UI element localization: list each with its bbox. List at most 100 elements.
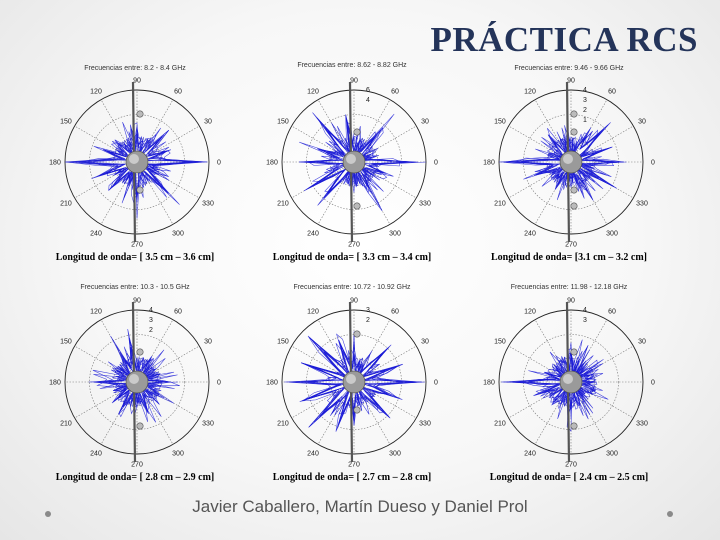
grid-spoke (136, 161, 174, 225)
angle-label: 210 (60, 201, 72, 208)
angle-label: 330 (636, 421, 648, 428)
target-model-icon (342, 301, 366, 463)
polar-plot-2: Frecuencias entre: 8.62 - 8.82 GHz 90 60 3… (262, 62, 442, 282)
polar-plot-5: Frecuencias entre: 10.72 - 10.92 GHz 90 6… (262, 282, 442, 502)
radial-scale-label: 2 (583, 107, 587, 114)
angle-label: 0 (434, 380, 438, 387)
angle-label: 240 (307, 231, 319, 238)
nav-next-dot[interactable] (667, 511, 673, 517)
slide-title: PRÁCTICA RCS (430, 20, 698, 59)
polar-plot-6: Frecuencias entre: 11.98 - 12.18 GHz 90 6… (479, 282, 659, 502)
radial-scale-label: 4 (583, 307, 587, 314)
angle-label: 0 (434, 160, 438, 167)
angle-label: 90 (133, 298, 141, 305)
rcs-trace (70, 122, 192, 198)
radial-scale-label: 3 (366, 307, 370, 314)
angle-label: 330 (202, 421, 214, 428)
rcs-trace (93, 338, 163, 413)
angle-label: 30 (638, 339, 646, 346)
angle-label: 60 (174, 308, 182, 315)
angle-label: 300 (606, 451, 618, 458)
angle-label: 60 (391, 308, 399, 315)
rcs-trace (521, 131, 616, 192)
angle-label: 30 (421, 119, 429, 126)
angle-label: 270 (348, 462, 360, 469)
rcs-trace (516, 355, 598, 420)
rcs-trace (305, 117, 415, 195)
angle-label: 300 (606, 231, 618, 238)
angle-label: 90 (567, 298, 575, 305)
angle-label: 0 (217, 160, 221, 167)
polar-plot-4: Frecuencias entre: 10.3 - 10.5 GHz 90 60 3… (45, 282, 225, 502)
radial-scale-label: 1 (583, 117, 587, 124)
angle-label: 270 (348, 242, 360, 249)
grid-circle (64, 309, 210, 455)
frequency-label: Frecuencias entre: 10.72 - 10.92 GHz (293, 284, 411, 291)
radial-scale-label: 3 (583, 317, 587, 324)
rcs-trace (108, 335, 175, 408)
rcs-trace (300, 343, 417, 430)
grid-spoke (534, 99, 572, 163)
angle-label: 210 (494, 421, 506, 428)
wavelength-caption: Longitud de onda= [ 3.3 cm – 3.4 cm] (272, 252, 432, 263)
frequency-label: Frecuencias entre: 8.2 - 8.4 GHz (84, 65, 186, 72)
angle-label: 180 (483, 160, 495, 167)
grid-spoke (534, 161, 572, 225)
polar-plot-1: Frecuencias entre: 8.2 - 8.4 GHz 90 60 30 0… (45, 62, 225, 282)
angle-label: 60 (608, 88, 616, 95)
grid-spoke (317, 99, 355, 163)
angle-label: 180 (266, 160, 278, 167)
angle-label: 330 (419, 421, 431, 428)
rcs-trace (93, 347, 175, 415)
angle-label: 120 (524, 88, 536, 95)
wavelength-caption: Longitud de onda= [ 2.8 cm – 2.9 cm] (55, 472, 215, 483)
angle-label: 240 (307, 451, 319, 458)
angle-label: 240 (90, 231, 102, 238)
angle-label: 150 (494, 119, 506, 126)
radial-scale-label: 4 (366, 97, 370, 104)
rcs-trace (498, 127, 624, 192)
angle-label: 300 (389, 451, 401, 458)
angle-label: 120 (90, 88, 102, 95)
target-model-icon (125, 301, 149, 463)
authors-footer: Javier Caballero, Martín Dueso y Daniel … (192, 497, 528, 516)
radial-scale-label: 3 (583, 97, 587, 104)
frequency-label: Frecuencias entre: 9.46 - 9.66 GHz (514, 65, 624, 72)
grid-circle (523, 334, 619, 430)
radial-scale-label: 4 (583, 87, 587, 94)
angle-label: 300 (389, 231, 401, 238)
angle-label: 150 (277, 119, 289, 126)
rcs-trace (515, 127, 624, 191)
angle-label: 30 (204, 119, 212, 126)
angle-label: 270 (131, 462, 143, 469)
angle-label: 120 (90, 308, 102, 315)
angle-label: 240 (524, 451, 536, 458)
radial-scale-label: 6 (366, 87, 370, 94)
angle-label: 120 (307, 308, 319, 315)
grid-circle (306, 114, 402, 210)
frequency-label: Frecuencias entre: 11.98 - 12.18 GHz (510, 284, 628, 291)
angle-label: 120 (524, 308, 536, 315)
radial-scale-label: 2 (149, 327, 153, 334)
angle-label: 150 (60, 119, 72, 126)
grid-spoke (136, 381, 200, 419)
grid-spoke (534, 381, 572, 445)
radial-scale-label: 2 (366, 317, 370, 324)
angle-label: 180 (483, 380, 495, 387)
angle-label: 60 (391, 88, 399, 95)
nav-prev-dot[interactable] (45, 511, 51, 517)
angle-label: 210 (494, 201, 506, 208)
angle-label: 180 (49, 160, 61, 167)
angle-label: 0 (651, 380, 655, 387)
wavelength-caption: Longitud de onda= [ 3.5 cm – 3.6 cm] (55, 252, 215, 263)
rcs-trace (528, 344, 599, 421)
target-model-icon (125, 81, 149, 243)
angle-label: 180 (49, 380, 61, 387)
angle-label: 240 (90, 451, 102, 458)
grid-spoke (136, 381, 174, 445)
wavelength-caption: Longitud de onda= [ 2.4 cm – 2.5 cm] (489, 472, 649, 483)
angle-label: 240 (524, 231, 536, 238)
angle-label: 210 (277, 201, 289, 208)
angle-label: 150 (494, 339, 506, 346)
angle-label: 90 (350, 78, 358, 85)
